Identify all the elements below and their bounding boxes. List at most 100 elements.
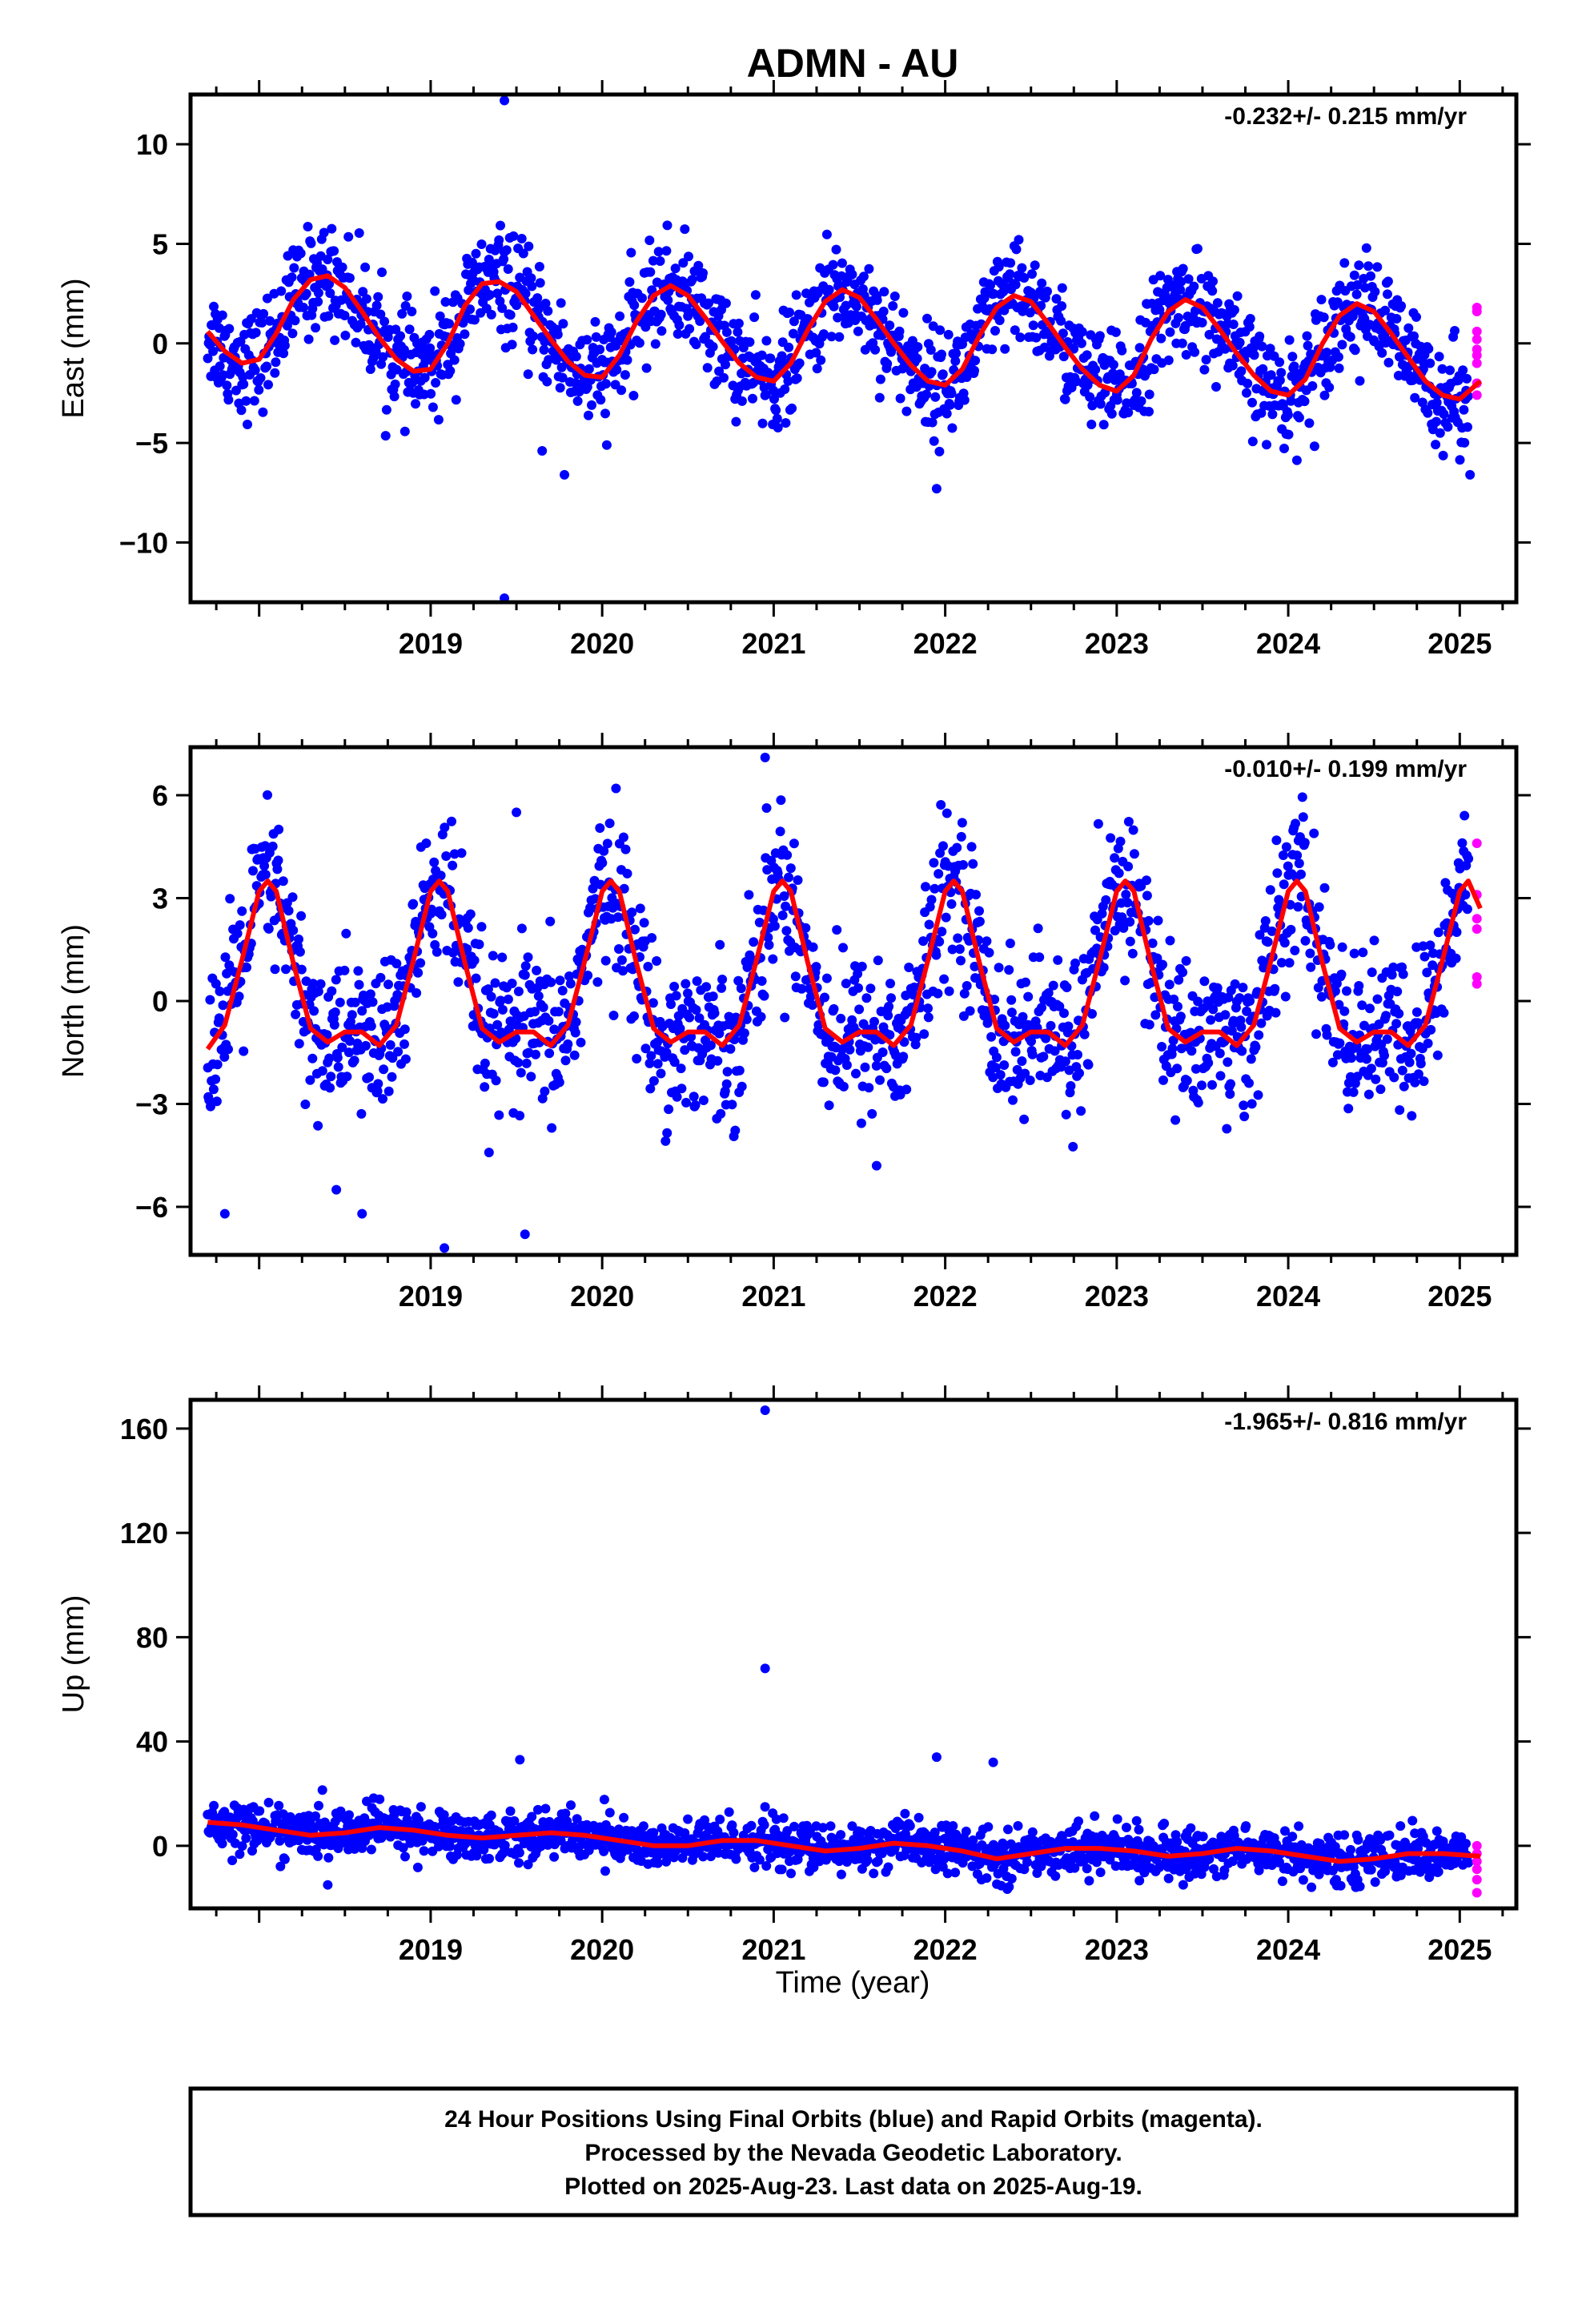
final-orbit-point bbox=[1153, 915, 1163, 926]
final-orbit-point bbox=[721, 1079, 732, 1089]
final-orbit-point bbox=[295, 947, 305, 957]
final-orbit-point bbox=[303, 334, 314, 344]
final-orbit-point bbox=[942, 408, 952, 419]
final-orbit-point bbox=[1207, 1080, 1217, 1090]
final-orbit-point bbox=[865, 983, 876, 994]
final-orbit-point bbox=[661, 1136, 671, 1146]
final-orbit-point bbox=[1074, 1816, 1083, 1827]
final-orbit-point bbox=[721, 298, 731, 308]
final-orbit-point bbox=[789, 1821, 799, 1831]
final-orbit-point bbox=[528, 344, 538, 355]
final-orbit-point bbox=[372, 1086, 383, 1096]
final-orbit-point bbox=[1025, 1076, 1035, 1085]
final-orbit-point bbox=[913, 342, 923, 352]
final-orbit-point bbox=[639, 918, 649, 928]
final-orbit-point bbox=[797, 983, 807, 994]
final-orbit-point bbox=[673, 329, 683, 339]
final-orbit-point bbox=[950, 1868, 961, 1878]
final-orbit-point bbox=[460, 329, 470, 340]
final-orbit-point bbox=[584, 1845, 594, 1856]
final-orbit-point bbox=[1122, 1823, 1131, 1832]
final-orbit-point bbox=[1365, 1003, 1375, 1014]
final-orbit-point bbox=[424, 329, 435, 340]
final-orbit-point bbox=[661, 1856, 672, 1867]
final-orbit-point bbox=[555, 975, 565, 986]
final-orbit-point bbox=[515, 1111, 525, 1121]
final-orbit-point bbox=[1432, 1050, 1443, 1060]
final-orbit-point bbox=[984, 947, 994, 958]
final-orbit-point bbox=[624, 277, 635, 287]
final-orbit-point bbox=[243, 420, 252, 429]
final-orbit-point bbox=[1283, 861, 1293, 871]
final-orbit-point bbox=[326, 1072, 336, 1082]
final-orbit-point bbox=[838, 1081, 849, 1092]
final-orbit-point bbox=[1298, 812, 1308, 822]
final-orbit-point bbox=[1197, 317, 1207, 328]
final-orbit-point bbox=[1425, 940, 1435, 951]
final-orbit-point bbox=[737, 396, 747, 406]
final-orbit-point bbox=[1277, 1876, 1287, 1887]
final-orbit-point bbox=[1423, 344, 1434, 354]
outlier-point bbox=[500, 95, 510, 106]
final-orbit-point bbox=[429, 857, 440, 867]
final-orbit-point bbox=[841, 979, 851, 989]
x-tick-label: 2023 bbox=[1085, 1280, 1149, 1313]
final-orbit-point bbox=[671, 991, 681, 1001]
final-orbit-point bbox=[1387, 970, 1397, 980]
final-orbit-point bbox=[333, 1062, 343, 1072]
final-orbit-point bbox=[1287, 1831, 1298, 1842]
final-orbit-point bbox=[225, 894, 235, 904]
final-orbit-point bbox=[523, 369, 533, 380]
final-orbit-point bbox=[1136, 396, 1146, 406]
final-orbit-point bbox=[714, 1028, 725, 1039]
final-orbit-point bbox=[1440, 878, 1451, 888]
final-orbit-point bbox=[1431, 440, 1441, 450]
final-orbit-point bbox=[1000, 344, 1010, 354]
final-orbit-point bbox=[563, 1039, 573, 1049]
final-orbit-point bbox=[874, 392, 885, 403]
final-orbit-point bbox=[397, 308, 408, 319]
final-orbit-point bbox=[480, 1058, 490, 1068]
final-orbit-point bbox=[1199, 364, 1210, 375]
final-orbit-point bbox=[1177, 338, 1187, 348]
final-orbit-point bbox=[1435, 428, 1445, 438]
final-orbit-point bbox=[1418, 941, 1428, 951]
final-orbit-point bbox=[1220, 1010, 1231, 1020]
y-tick-label: −10 bbox=[119, 526, 168, 559]
final-orbit-point bbox=[1127, 948, 1138, 959]
final-orbit-point bbox=[556, 298, 566, 308]
final-orbit-point bbox=[291, 1009, 301, 1019]
final-orbit-point bbox=[717, 983, 727, 993]
final-orbit-point bbox=[532, 965, 542, 975]
final-orbit-point bbox=[453, 977, 464, 987]
final-orbit-point bbox=[1090, 364, 1101, 375]
final-orbit-point bbox=[995, 1070, 1006, 1080]
final-orbit-point bbox=[885, 320, 895, 331]
final-orbit-point bbox=[1303, 340, 1313, 351]
final-orbit-point bbox=[1410, 392, 1420, 403]
final-orbit-point bbox=[535, 278, 545, 288]
final-orbit-point bbox=[1372, 262, 1383, 272]
final-orbit-point bbox=[357, 1006, 367, 1016]
final-orbit-point bbox=[881, 1063, 892, 1074]
final-orbit-point bbox=[974, 906, 984, 916]
final-orbit-point bbox=[1258, 364, 1268, 374]
final-orbit-point bbox=[1433, 927, 1443, 938]
final-orbit-point bbox=[377, 267, 387, 277]
final-orbit-point bbox=[1022, 1857, 1032, 1868]
final-orbit-point bbox=[787, 403, 797, 413]
final-orbit-point bbox=[630, 924, 640, 935]
final-orbit-point bbox=[1369, 935, 1379, 946]
final-orbit-point bbox=[938, 841, 948, 851]
final-orbit-point bbox=[508, 322, 518, 332]
final-orbit-point bbox=[400, 1852, 410, 1862]
final-orbit-point bbox=[391, 959, 402, 969]
final-orbit-point bbox=[1203, 1058, 1214, 1068]
final-orbit-point bbox=[760, 1802, 770, 1812]
final-orbit-point bbox=[1403, 323, 1414, 333]
final-orbit-point bbox=[576, 1037, 586, 1047]
final-orbit-point bbox=[705, 1040, 716, 1051]
final-orbit-point bbox=[1223, 1057, 1233, 1068]
final-orbit-point bbox=[354, 979, 364, 990]
final-orbit-point bbox=[1135, 1840, 1146, 1851]
